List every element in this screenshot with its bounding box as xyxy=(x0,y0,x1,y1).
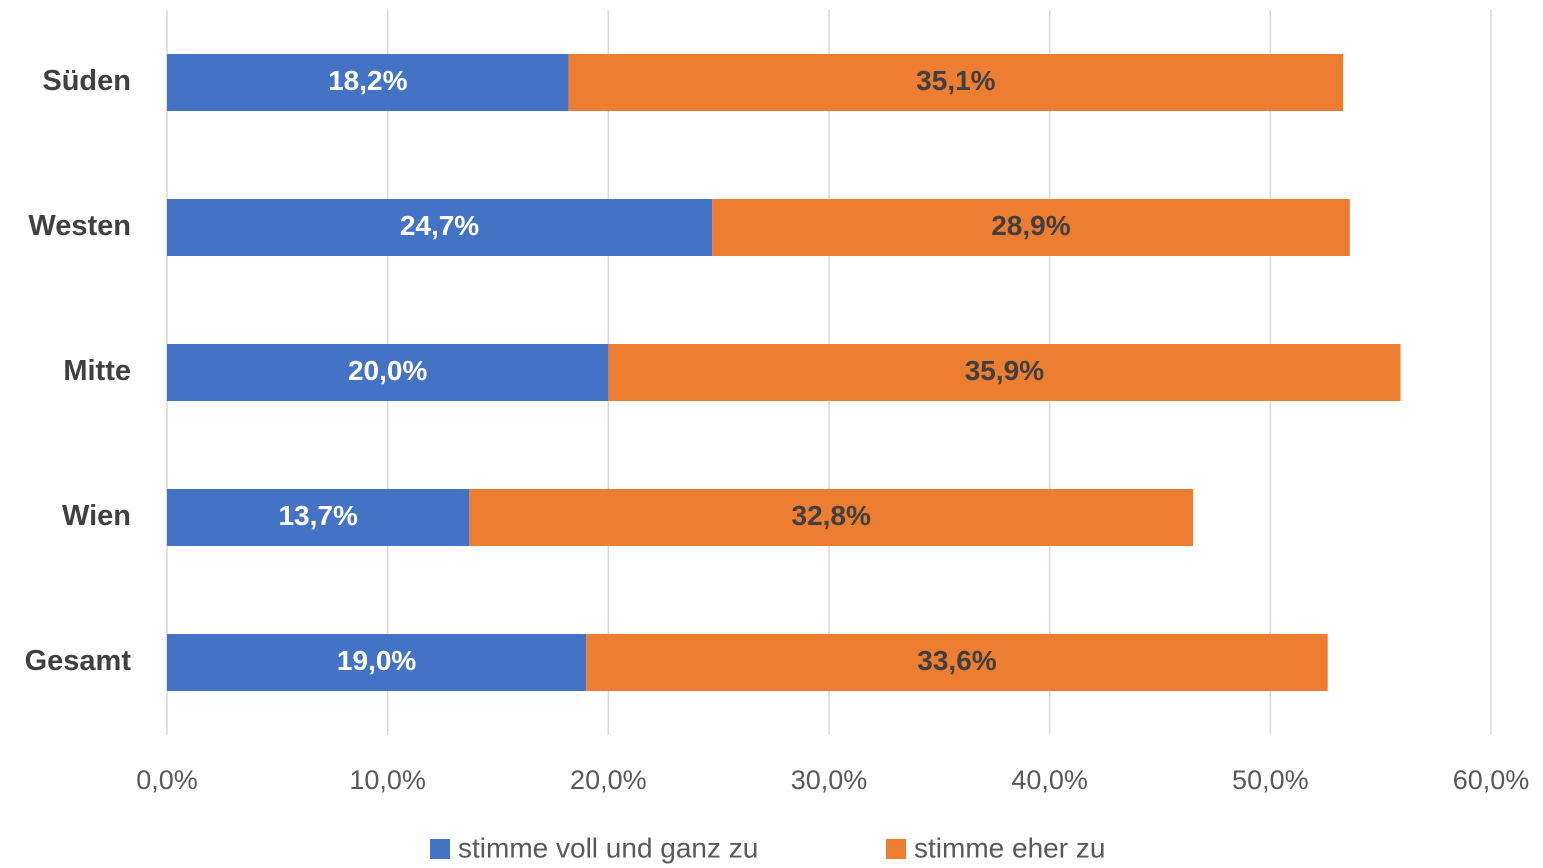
value-label: 20,0% xyxy=(348,355,427,386)
value-label: 18,2% xyxy=(328,65,407,96)
x-tick-label: 0,0% xyxy=(136,765,198,795)
category-label: Mitte xyxy=(63,355,131,387)
category-label: Wien xyxy=(62,500,131,532)
category-label: Gesamt xyxy=(25,645,132,677)
bar xyxy=(568,54,1344,111)
x-tick-label: 60,0% xyxy=(1453,765,1530,795)
bar xyxy=(167,634,587,691)
bar xyxy=(586,634,1328,691)
bar xyxy=(167,54,569,111)
legend-label: stimme voll und ganz zu xyxy=(458,832,758,863)
legend-swatch xyxy=(886,839,906,859)
bar xyxy=(712,199,1350,256)
x-tick-label: 50,0% xyxy=(1232,765,1309,795)
bar xyxy=(167,199,713,256)
category-label: Süden xyxy=(42,65,131,97)
bar xyxy=(167,344,609,401)
x-tick-label: 30,0% xyxy=(791,765,868,795)
bar xyxy=(608,344,1401,401)
bar xyxy=(469,489,1194,546)
value-label: 13,7% xyxy=(278,500,357,531)
value-label: 32,8% xyxy=(792,500,871,531)
value-label: 28,9% xyxy=(991,210,1070,241)
legend-label: stimme eher zu xyxy=(914,832,1105,863)
value-label: 33,6% xyxy=(917,645,996,676)
x-tick-label: 40,0% xyxy=(1011,765,1088,795)
value-label: 35,1% xyxy=(916,65,995,96)
value-label: 35,9% xyxy=(965,355,1044,386)
category-label: Westen xyxy=(28,210,131,242)
value-label: 19,0% xyxy=(337,645,416,676)
legend-swatch xyxy=(430,839,450,859)
x-tick-label: 20,0% xyxy=(570,765,647,795)
bar xyxy=(167,489,470,546)
x-tick-label: 10,0% xyxy=(349,765,426,795)
value-label: 24,7% xyxy=(400,210,479,241)
